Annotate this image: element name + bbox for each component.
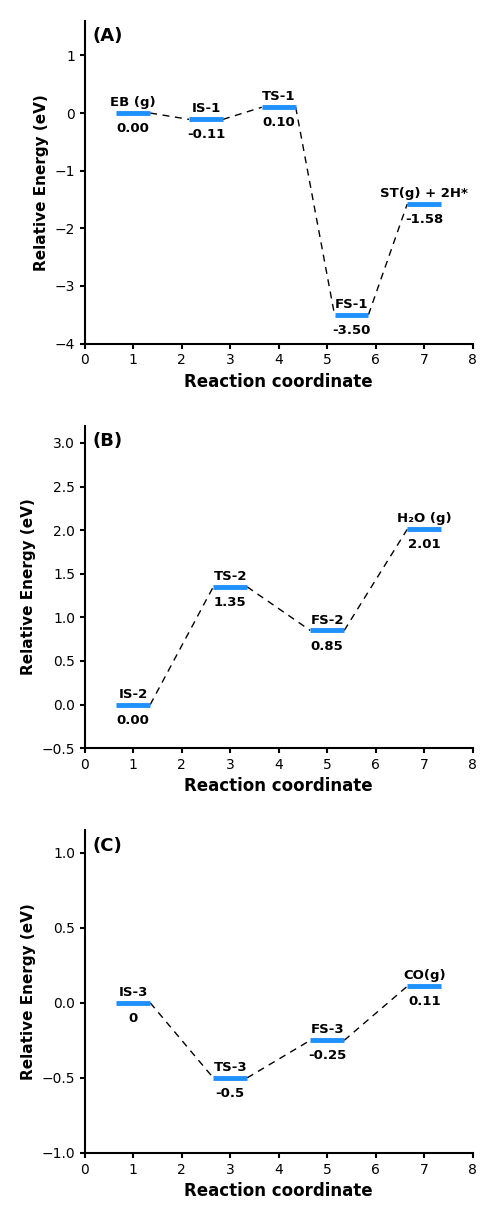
Text: FS-2: FS-2 bbox=[310, 614, 344, 626]
Y-axis label: Relative Energy (eV): Relative Energy (eV) bbox=[34, 94, 49, 271]
Text: CO(g): CO(g) bbox=[403, 969, 446, 983]
Text: EB (g): EB (g) bbox=[111, 96, 156, 109]
Text: TS-2: TS-2 bbox=[214, 570, 247, 582]
Text: -3.50: -3.50 bbox=[332, 324, 371, 337]
Text: 0.11: 0.11 bbox=[408, 995, 441, 1009]
Text: -0.5: -0.5 bbox=[216, 1087, 245, 1100]
Y-axis label: Relative Energy (eV): Relative Energy (eV) bbox=[21, 498, 36, 675]
Y-axis label: Relative Energy (eV): Relative Energy (eV) bbox=[21, 904, 36, 1079]
Text: FS-1: FS-1 bbox=[335, 298, 368, 311]
Text: 1.35: 1.35 bbox=[214, 596, 247, 609]
Text: H₂O (g): H₂O (g) bbox=[397, 513, 452, 525]
Text: (B): (B) bbox=[93, 432, 123, 451]
X-axis label: Reaction coordinate: Reaction coordinate bbox=[184, 372, 373, 391]
Text: -0.25: -0.25 bbox=[308, 1049, 346, 1062]
Text: TS-3: TS-3 bbox=[214, 1061, 247, 1074]
Text: TS-1: TS-1 bbox=[262, 90, 295, 104]
Text: 0.00: 0.00 bbox=[117, 122, 150, 136]
Text: FS-3: FS-3 bbox=[310, 1023, 344, 1037]
X-axis label: Reaction coordinate: Reaction coordinate bbox=[184, 778, 373, 795]
Text: IS-1: IS-1 bbox=[191, 103, 221, 116]
Text: 0.10: 0.10 bbox=[262, 116, 295, 129]
Text: ST(g) + 2H*: ST(g) + 2H* bbox=[380, 187, 468, 200]
Text: IS-2: IS-2 bbox=[119, 687, 148, 701]
Text: 0.85: 0.85 bbox=[311, 640, 344, 652]
Text: -0.11: -0.11 bbox=[187, 128, 225, 142]
Text: 0.00: 0.00 bbox=[117, 713, 150, 726]
Text: IS-3: IS-3 bbox=[119, 985, 148, 999]
Text: (A): (A) bbox=[93, 27, 123, 45]
Text: 2.01: 2.01 bbox=[408, 538, 441, 552]
Text: (C): (C) bbox=[93, 836, 122, 855]
Text: -1.58: -1.58 bbox=[405, 214, 443, 226]
Text: 0: 0 bbox=[128, 1012, 138, 1024]
X-axis label: Reaction coordinate: Reaction coordinate bbox=[184, 1182, 373, 1200]
